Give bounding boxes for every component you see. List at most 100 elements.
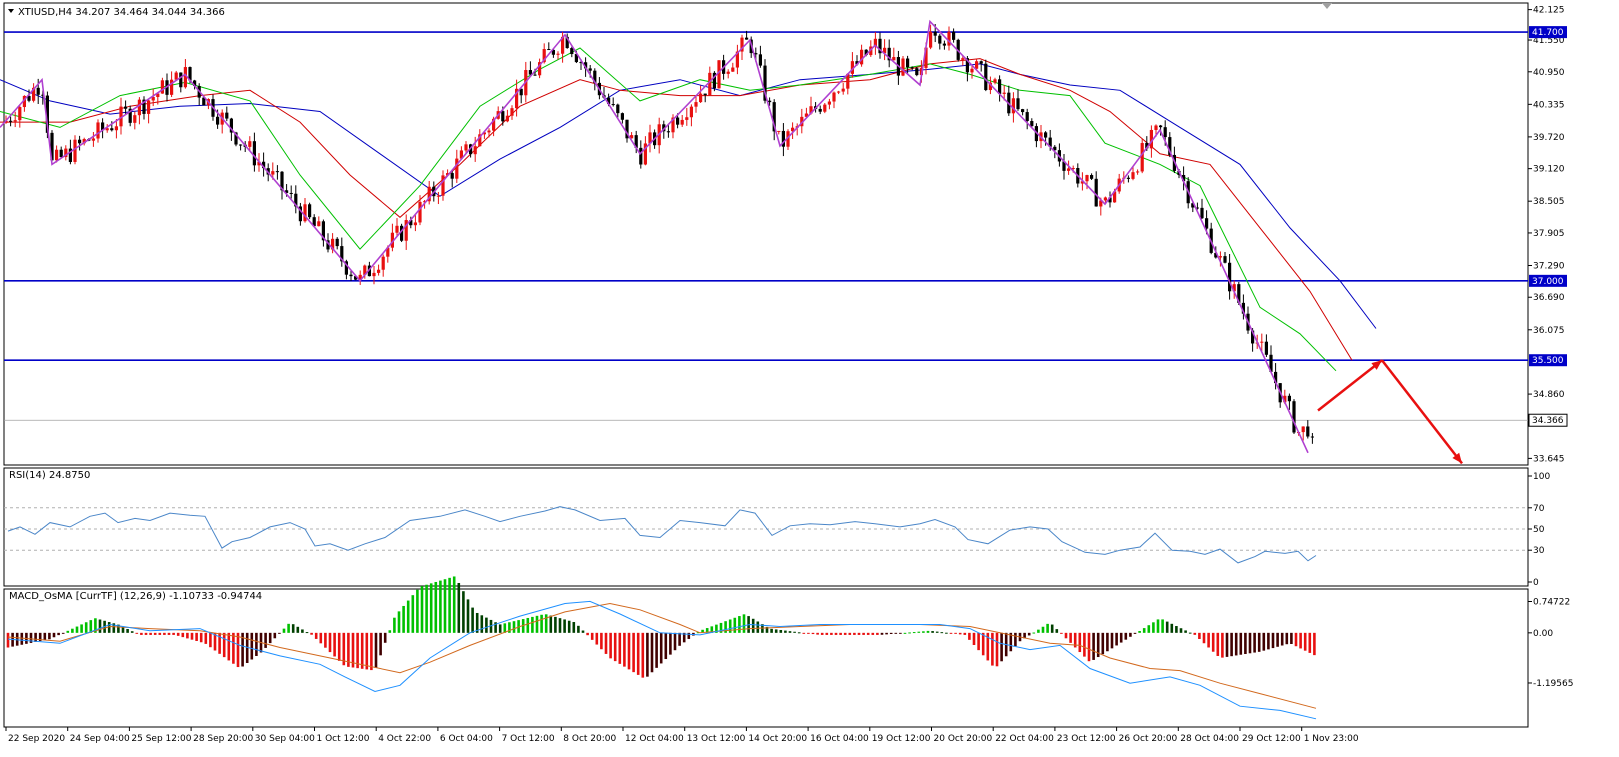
candle [96, 119, 100, 143]
osma-bar [554, 616, 557, 633]
osma-bar [1060, 632, 1063, 634]
osma-bar [604, 632, 608, 654]
rsi-panel-title: RSI(14) 24.8750 [9, 470, 90, 481]
osma-bar [1225, 632, 1229, 657]
osma-bar [1138, 630, 1141, 633]
osma-bar [1221, 632, 1224, 658]
osma-bar [1299, 632, 1302, 649]
osma-bar [586, 632, 589, 636]
osma-bar [641, 632, 645, 678]
osma-bar [158, 632, 162, 635]
osma-bar [678, 632, 681, 646]
osma-bar [664, 632, 668, 660]
candle [1025, 108, 1029, 130]
osma-bar [779, 630, 783, 633]
candle [252, 132, 256, 172]
osma-bar [471, 607, 474, 633]
osma-bar [1184, 630, 1187, 633]
osma-bar [1083, 632, 1086, 657]
osma-bar [1294, 632, 1298, 647]
osma-bar [1023, 632, 1026, 639]
osma-bar [724, 621, 727, 633]
candle [1287, 393, 1291, 410]
candle [915, 66, 919, 77]
candle [556, 51, 560, 60]
osma-bar [540, 614, 543, 633]
osma-bar [1211, 632, 1215, 652]
candle [878, 32, 882, 59]
osma-bar [75, 626, 79, 633]
candle [358, 270, 362, 285]
candle [312, 214, 316, 227]
candle [735, 44, 739, 75]
candle [538, 58, 542, 79]
osma-bar [609, 632, 612, 659]
osma-bar [393, 617, 396, 633]
osma-bar [140, 632, 143, 635]
candle [887, 39, 891, 68]
osma-bar [655, 632, 658, 668]
candle [27, 89, 31, 103]
price-axis-label: 36.690 [1533, 293, 1565, 303]
level-label-bg [1529, 354, 1567, 367]
candle [800, 108, 804, 134]
osma-bar [853, 632, 856, 635]
osma-bar [1253, 632, 1256, 653]
candle [137, 97, 141, 125]
osma-bar [236, 632, 240, 668]
price-axis-label: 36.075 [1533, 326, 1565, 336]
candle [50, 130, 54, 162]
osma-bar [1198, 632, 1201, 639]
osma-bar [816, 632, 819, 635]
price-panel[interactable]: 42.125 41.550 40.950 40.335 39.720 39.120 38.5… [0, 6, 1568, 465]
rsi-panel[interactable]: 100 70 50 30 0 [4, 472, 1550, 588]
osma-bar [1257, 632, 1261, 652]
osma-bar [360, 632, 364, 669]
candle [110, 121, 114, 132]
candle [335, 237, 339, 250]
osma-bar [429, 583, 433, 633]
osma-bar [278, 632, 281, 634]
candle [666, 123, 670, 138]
time-axis-label: 13 Oct 12:00 [687, 734, 746, 744]
osma-bar [1078, 632, 1082, 653]
candle [220, 109, 224, 134]
osma-bar [1037, 629, 1040, 633]
osma-bar [1267, 632, 1270, 650]
candle [804, 107, 808, 118]
osma-bar [834, 632, 838, 635]
osma-bar [52, 632, 56, 638]
osma-bar [195, 632, 198, 641]
macd-frame [3, 588, 1529, 728]
osma-bar [1106, 632, 1109, 652]
candle [620, 112, 624, 124]
osma-bar [682, 632, 686, 643]
candle [763, 59, 767, 104]
candle [648, 124, 652, 153]
osma-bar [756, 621, 760, 633]
osma-bar [57, 632, 60, 636]
osma-bar [1152, 622, 1155, 633]
candle [717, 60, 721, 89]
osma-bar [485, 617, 488, 633]
osma-bar [1207, 632, 1210, 648]
osma-bar [34, 632, 37, 643]
osma-bar [1142, 628, 1146, 633]
osma-bar [820, 632, 824, 635]
macd-panel[interactable]: 0.74722 0.00 -1.19565 [6, 576, 1574, 720]
chart-shift-marker-icon[interactable] [1322, 3, 1332, 9]
osma-bar [172, 632, 175, 635]
candle [515, 79, 519, 117]
candle [174, 70, 178, 81]
osma-bar [218, 632, 221, 654]
osma-bar [333, 632, 336, 657]
osma-bar [742, 614, 746, 633]
osma-bar [268, 632, 272, 644]
candle [1131, 166, 1135, 181]
dropdown-triangle-icon[interactable] [8, 9, 14, 13]
osma-bar [1092, 632, 1095, 660]
osma-bar [715, 624, 718, 633]
osma-bar [296, 626, 300, 633]
